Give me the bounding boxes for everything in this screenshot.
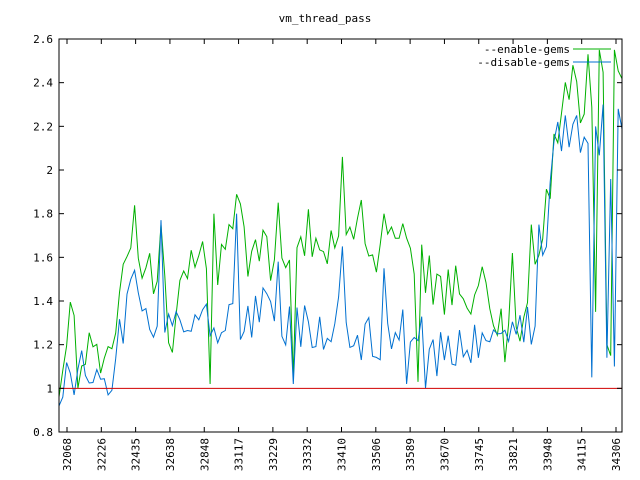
chart-title: vm_thread_pass: [279, 12, 372, 25]
x-tick-label: 34115: [576, 438, 589, 471]
x-tick-label: 33229: [267, 438, 280, 471]
y-tick-label: 1.8: [33, 208, 53, 221]
x-tick-label: 33506: [370, 438, 383, 471]
x-tick-label: 33332: [301, 438, 314, 471]
y-tick-label: 1.2: [33, 339, 53, 352]
y-tick-label: 1: [46, 382, 53, 395]
plot-frame: [58, 38, 623, 433]
y-tick-label: 2: [46, 164, 53, 177]
x-tick-label: 34306: [610, 438, 623, 471]
x-tick-label: 33745: [473, 438, 486, 471]
y-tick-label: 2.2: [33, 120, 53, 133]
x-tick-label: 32226: [95, 438, 108, 471]
series-line-enable-gems: [58, 49, 623, 398]
x-tick-label: 32638: [164, 438, 177, 471]
x-tick-label: 33117: [233, 438, 246, 471]
y-tick-label: 2.4: [33, 77, 53, 90]
series-layer: [58, 49, 623, 407]
x-tick-label: 33589: [404, 438, 417, 471]
y-tick-label: 0.8: [33, 426, 53, 439]
y-tick-label: 2.6: [33, 33, 53, 46]
x-tick-label: 33821: [507, 438, 520, 471]
legend: --enable-gems --disable-gems: [477, 43, 611, 69]
x-tick-label: 32435: [130, 438, 143, 471]
x-tick-label: 33670: [438, 438, 451, 471]
axis-layer: 0.8 1 1.2 1.4 1.6 1.8 2 2.2 2.4 2.6 32068 32226 3243…: [33, 33, 623, 471]
y-tick-label: 1.6: [33, 251, 53, 264]
y-tick-label: 1.4: [33, 295, 53, 308]
x-tick-label: 33948: [541, 438, 554, 471]
legend-label-disable-gems: --disable-gems: [477, 56, 570, 69]
x-tick-label: 33410: [336, 438, 349, 471]
x-tick-label: 32848: [198, 438, 211, 471]
legend-label-enable-gems: --enable-gems: [484, 43, 570, 56]
series-line-disable-gems: [58, 104, 623, 407]
x-tick-label: 32068: [61, 438, 74, 471]
